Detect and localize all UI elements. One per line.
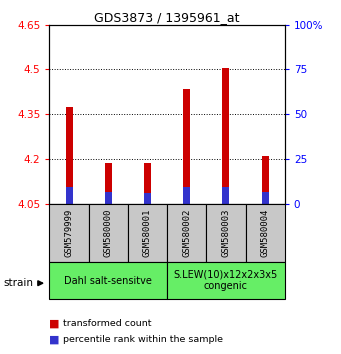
Title: GDS3873 / 1395961_at: GDS3873 / 1395961_at — [94, 11, 240, 24]
Bar — [167, 262, 285, 299]
Bar — [222, 68, 229, 204]
Text: GSM579999: GSM579999 — [64, 209, 74, 257]
Bar — [183, 89, 190, 204]
Bar — [128, 204, 167, 262]
Bar — [49, 262, 167, 299]
Bar — [65, 107, 73, 204]
Bar — [144, 193, 151, 204]
Text: S.LEW(10)x12x2x3x5
congenic: S.LEW(10)x12x2x3x5 congenic — [174, 270, 278, 291]
Text: percentile rank within the sample: percentile rank within the sample — [63, 335, 223, 344]
Bar — [206, 204, 246, 262]
Text: GSM580000: GSM580000 — [104, 209, 113, 257]
Bar — [262, 156, 269, 204]
Bar — [183, 187, 190, 204]
Bar — [167, 204, 206, 262]
Text: GSM580003: GSM580003 — [221, 209, 231, 257]
Bar — [262, 192, 269, 204]
Bar — [144, 163, 151, 204]
Text: GSM580002: GSM580002 — [182, 209, 191, 257]
Bar — [65, 187, 73, 204]
Text: strain: strain — [3, 278, 33, 288]
Text: GSM580004: GSM580004 — [261, 209, 270, 257]
Bar — [246, 204, 285, 262]
Bar — [89, 204, 128, 262]
Text: transformed count: transformed count — [63, 319, 152, 329]
Text: Dahl salt-sensitve: Dahl salt-sensitve — [64, 275, 152, 286]
Bar — [49, 204, 89, 262]
Bar — [105, 192, 112, 204]
Text: ■: ■ — [49, 335, 60, 345]
Text: ■: ■ — [49, 319, 60, 329]
Bar — [222, 187, 229, 204]
Bar — [105, 163, 112, 204]
Text: GSM580001: GSM580001 — [143, 209, 152, 257]
